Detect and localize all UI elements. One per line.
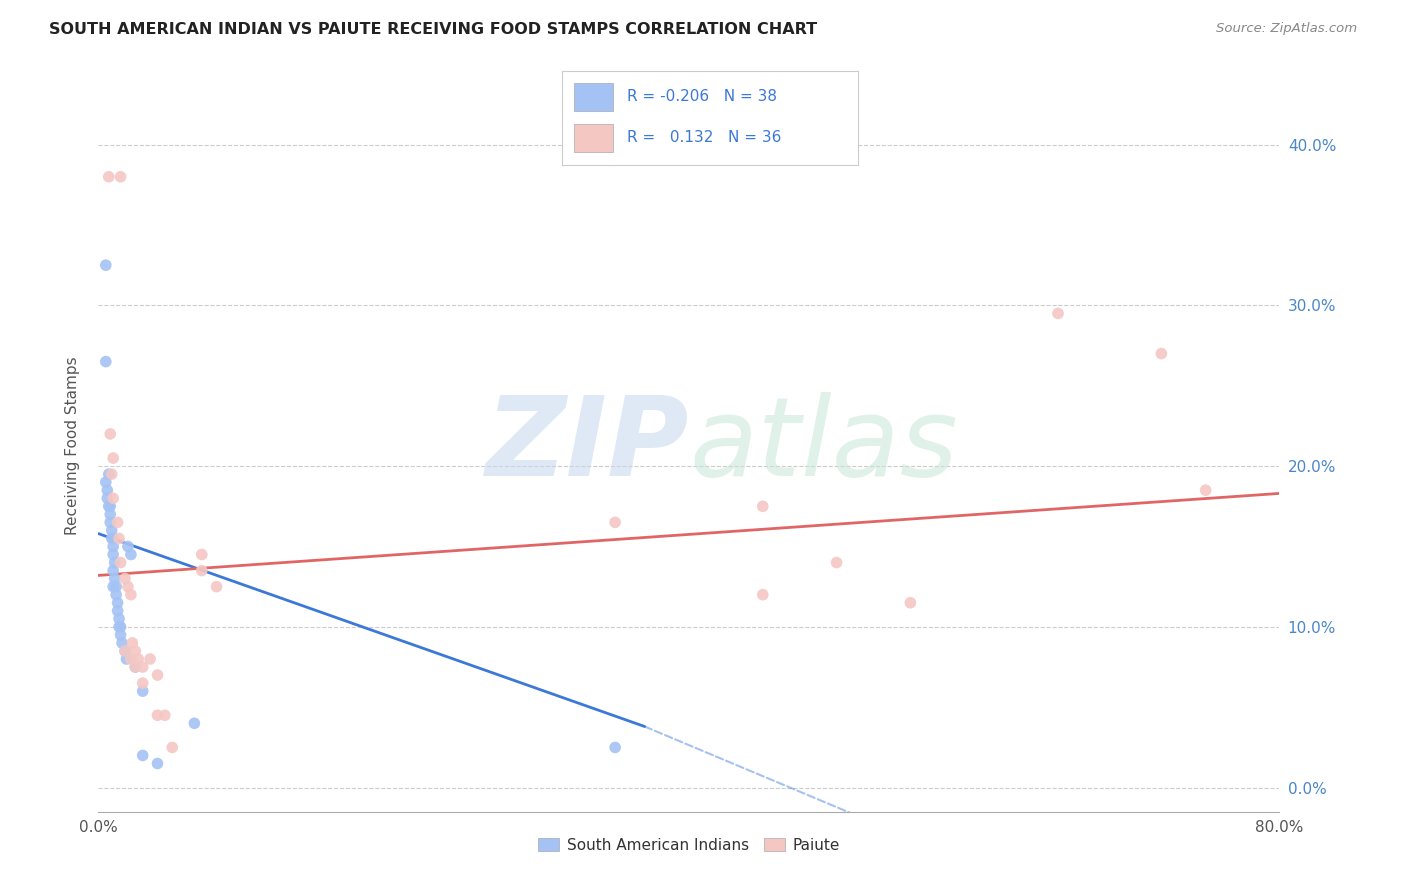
Point [108,612,131,626]
Point [104,556,127,570]
Point [900,596,922,610]
Point [191,548,214,562]
Point [139,652,162,666]
Point [103,548,125,562]
Point [98,500,121,514]
Point [103,540,125,554]
Point [120,588,142,602]
Text: ZIP: ZIP [485,392,689,500]
Point [205,580,228,594]
Text: R =   0.132   N = 36: R = 0.132 N = 36 [627,130,782,145]
Point [114,644,136,658]
Point [124,644,146,658]
Point [120,548,142,562]
Point [146,756,169,771]
Point [183,716,205,731]
Point [103,451,125,466]
Point [100,524,122,538]
Point [146,708,169,723]
Point [1046,306,1070,320]
Point [94,258,117,272]
FancyBboxPatch shape [574,83,613,111]
Point [110,169,132,184]
Point [98,516,121,530]
Point [107,516,129,530]
Point [124,660,146,674]
Text: SOUTH AMERICAN INDIAN VS PAIUTE RECEIVING FOOD STAMPS CORRELATION CHART: SOUTH AMERICAN INDIAN VS PAIUTE RECEIVIN… [49,22,817,37]
Point [100,532,122,546]
Point [121,636,143,650]
Point [117,540,139,554]
Point [96,483,118,498]
Point [825,556,848,570]
Y-axis label: Receiving Food Stamps: Receiving Food Stamps [65,357,80,535]
Point [110,620,132,634]
Point [98,508,121,522]
FancyBboxPatch shape [574,124,613,152]
Point [105,588,128,602]
Point [108,532,131,546]
Point [97,500,120,514]
Point [117,580,139,594]
Point [1195,483,1218,498]
Text: R = -0.206   N = 38: R = -0.206 N = 38 [627,89,778,104]
Point [146,668,169,682]
Point [127,652,149,666]
Point [115,652,138,666]
Point [103,564,125,578]
Point [105,580,128,594]
Point [132,748,155,763]
Point [107,596,129,610]
Point [94,354,117,368]
Point [752,588,775,602]
Point [97,467,120,482]
Point [132,676,155,690]
Point [94,475,117,490]
Point [111,636,134,650]
Point [108,620,131,634]
Point [752,500,775,514]
Point [107,604,129,618]
Point [97,169,120,184]
Point [191,564,214,578]
Point [114,644,136,658]
Text: atlas: atlas [689,392,957,500]
Point [110,628,132,642]
Point [114,572,136,586]
Point [96,491,118,506]
Point [104,572,127,586]
Point [132,660,155,674]
Point [605,740,627,755]
Point [1150,346,1173,360]
Point [120,652,142,666]
Point [162,740,183,755]
Point [110,556,132,570]
Point [124,660,146,674]
Text: Source: ZipAtlas.com: Source: ZipAtlas.com [1216,22,1357,36]
Point [100,467,122,482]
Point [103,580,125,594]
Legend: South American Indians, Paiute: South American Indians, Paiute [531,831,846,859]
Point [98,426,121,441]
Point [153,708,176,723]
Point [103,491,125,506]
Point [132,684,155,698]
Point [605,516,627,530]
Point [103,532,125,546]
